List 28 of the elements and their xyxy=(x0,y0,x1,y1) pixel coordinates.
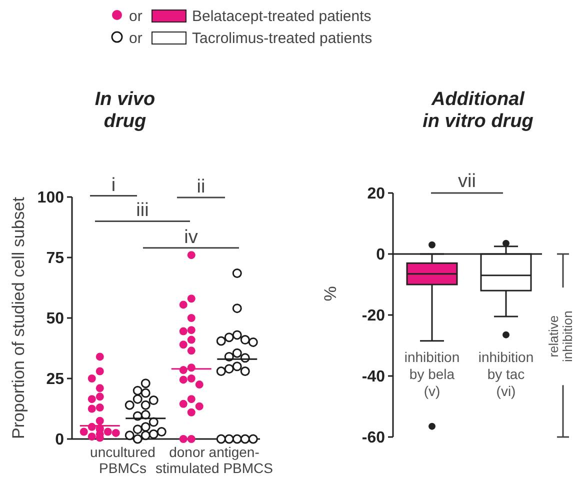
x-tick-label: uncultured PBMCs xyxy=(90,444,156,476)
x-tick-label: inhibition by tac (vi) xyxy=(478,349,534,399)
text: relative inhibition xyxy=(546,310,574,362)
legend-label: Belatacept-treated patients xyxy=(192,8,372,25)
annotation: iii xyxy=(136,200,149,222)
text: vii xyxy=(458,171,476,192)
y-tick-label: 50 xyxy=(46,310,64,328)
y-tick-label: 0 xyxy=(55,432,64,449)
text: i xyxy=(111,174,116,196)
y-tick-label: 20 xyxy=(367,186,386,203)
x-tick-label: inhibition by bela (v) xyxy=(404,349,460,399)
annotation: iv xyxy=(184,226,198,248)
y-tick-label: -40 xyxy=(362,368,386,386)
y-tick-label: -60 xyxy=(362,430,386,447)
y-tick-label: 25 xyxy=(46,371,64,388)
chart-title: Additional in vitro drug xyxy=(422,89,534,132)
chart-title: In vivo drug xyxy=(94,89,156,132)
legend-title: or xyxy=(129,30,142,47)
y-axis-title: % xyxy=(321,286,340,302)
y-axis-title: Proportion of studied cell subset xyxy=(9,196,28,439)
text: or xyxy=(129,8,142,25)
y-tick-label: -20 xyxy=(362,308,386,325)
annotation: ii xyxy=(196,176,206,198)
x-tick-label: donor antigen- stimulated PBMCS xyxy=(156,444,273,476)
y-tick-label: 100 xyxy=(37,190,64,207)
y-tick-label: 75 xyxy=(46,250,64,268)
legend-label: Tacrolimus-treated patients xyxy=(192,30,372,47)
y-tick-label: 0 xyxy=(376,246,386,264)
